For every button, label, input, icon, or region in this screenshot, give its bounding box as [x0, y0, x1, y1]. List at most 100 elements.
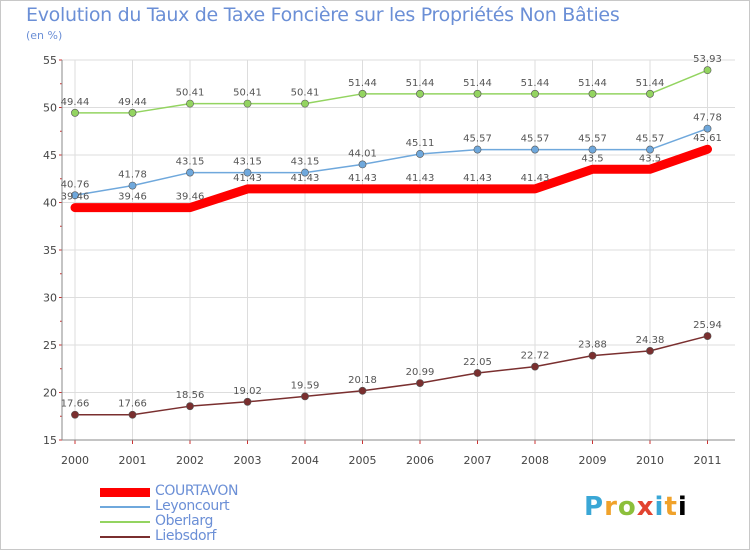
data-point: [646, 165, 654, 174]
x-tick-label: 2010: [636, 454, 664, 467]
y-tick-label: 40: [43, 197, 57, 210]
chart-unit-label: (en %): [26, 29, 63, 42]
data-point: [71, 410, 79, 419]
data-label: 45.57: [463, 134, 492, 145]
data-point: [531, 89, 539, 98]
data-label: 50.41: [233, 88, 262, 99]
data-label: 39.46: [176, 192, 205, 203]
logo-letter: t: [664, 492, 678, 522]
data-label: 49.44: [61, 97, 90, 108]
data-point: [588, 165, 597, 174]
logo-letter: i: [654, 492, 665, 522]
data-label: 19.59: [291, 380, 320, 391]
series-line-courtavon: [70, 144, 712, 213]
data-label: 41.43: [406, 173, 435, 184]
data-point: [186, 99, 194, 108]
x-tick-label: 2006: [406, 454, 434, 467]
data-label: 19.02: [233, 386, 262, 397]
data-point: [128, 181, 137, 190]
data-point: [128, 203, 137, 212]
legend-label: Leyoncourt: [155, 498, 230, 514]
data-point: [531, 184, 539, 193]
x-tick-label: 2001: [119, 454, 147, 467]
data-point: [358, 89, 367, 98]
data-label: 39.46: [118, 192, 147, 203]
legend-label: Oberlarg: [155, 513, 213, 529]
legend-swatch-liebsdorf: [100, 535, 150, 538]
data-point: [71, 191, 79, 200]
data-point: [473, 184, 482, 193]
data-point: [186, 168, 194, 177]
data-point: [646, 89, 654, 98]
data-point: [243, 99, 252, 108]
data-label: 20.18: [348, 375, 377, 386]
data-point: [531, 362, 539, 371]
x-tick-label: 2009: [579, 454, 607, 467]
data-point: [71, 203, 79, 212]
x-tick-label: 2000: [61, 454, 89, 467]
data-point: [128, 108, 137, 117]
x-tick-label: 2005: [349, 454, 377, 467]
axes: 15 20 25 30 35 40 45 50 55 2000 2001 2002 2003 2004 20…: [43, 54, 735, 467]
data-label: 25.94: [693, 320, 722, 331]
data-label: 41.43: [233, 173, 262, 184]
data-label: 53.93: [693, 54, 722, 65]
data-label: 24.38: [636, 335, 665, 346]
data-label: 23.88: [578, 340, 607, 351]
series-line-leyoncourt: [74, 127, 709, 197]
logo-letter: P: [584, 492, 605, 522]
y-tick-label: 15: [43, 434, 57, 447]
logo-letter: i: [677, 492, 688, 522]
series-lines: [70, 66, 712, 419]
data-point: [301, 99, 309, 108]
y-tick-label: 45: [43, 149, 57, 162]
x-tick-label: 2002: [176, 454, 204, 467]
data-label: 50.41: [176, 88, 205, 99]
data-label: 51.44: [348, 78, 377, 89]
y-tick-label: 50: [43, 102, 57, 115]
x-tick-label: 2003: [234, 454, 262, 467]
data-label: 43.5: [581, 153, 603, 164]
y-tick-label: 35: [43, 244, 57, 257]
legend-swatch-courtavon: [100, 487, 150, 497]
data-label: 43.15: [291, 157, 320, 168]
y-tick-label: 20: [43, 387, 57, 400]
data-point: [301, 392, 309, 401]
data-point: [703, 66, 712, 75]
data-point: [646, 346, 654, 355]
data-label: 44.01: [348, 148, 377, 159]
data-label: 43.15: [233, 157, 262, 168]
data-point: [473, 145, 482, 154]
data-label: 43.5: [639, 153, 661, 164]
logo-letter: r: [604, 492, 618, 522]
data-point: [186, 203, 194, 212]
chart-title: Evolution du Taux de Taxe Foncière sur l…: [26, 4, 620, 26]
logo-letter: x: [636, 492, 655, 522]
data-point: [243, 168, 252, 177]
data-label: 45.11: [406, 138, 435, 149]
data-label: 50.41: [291, 88, 320, 99]
data-label: 45.57: [578, 134, 607, 145]
data-point: [416, 150, 424, 158]
data-label: 51.44: [521, 78, 550, 89]
data-label: 41.43: [348, 173, 377, 184]
data-point: [301, 184, 309, 193]
data-labels: 39.46 39.46 39.46 41.43 41.43 41.43 41.43 41.43…: [61, 54, 722, 410]
legend-swatch-oberlarg: [100, 520, 150, 523]
data-label: 18.56: [176, 390, 205, 401]
data-label: 41.43: [291, 173, 320, 184]
data-label: 20.99: [406, 367, 435, 378]
data-point: [473, 89, 482, 98]
data-point: [358, 160, 367, 169]
data-point: [358, 386, 367, 395]
data-point: [416, 89, 424, 98]
logo-letter: o: [617, 492, 637, 522]
data-label: 40.76: [61, 179, 90, 190]
data-point: [473, 369, 482, 377]
data-label: 51.44: [406, 78, 435, 89]
data-point: [588, 351, 597, 360]
data-label: 49.44: [118, 97, 147, 108]
data-point: [301, 168, 309, 177]
data-point: [646, 145, 654, 154]
